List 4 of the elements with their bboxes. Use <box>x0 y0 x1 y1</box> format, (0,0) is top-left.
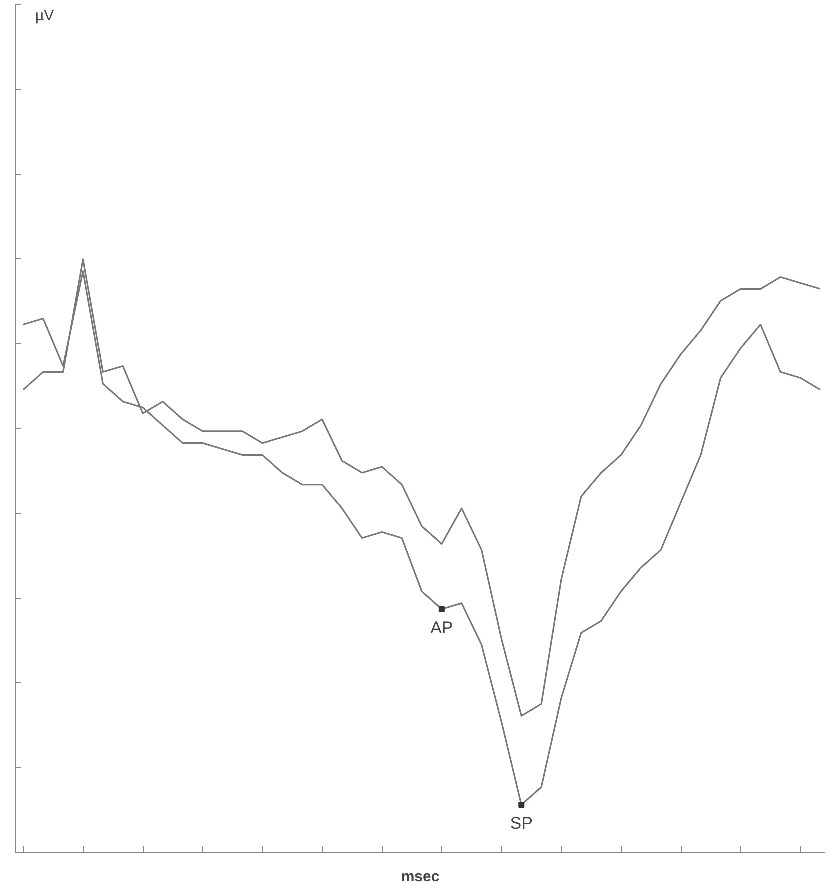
x-axis-title: msec <box>401 868 440 886</box>
annotation: AP <box>430 618 454 638</box>
text: µV <box>36 8 54 24</box>
annotation: SP <box>510 814 533 834</box>
